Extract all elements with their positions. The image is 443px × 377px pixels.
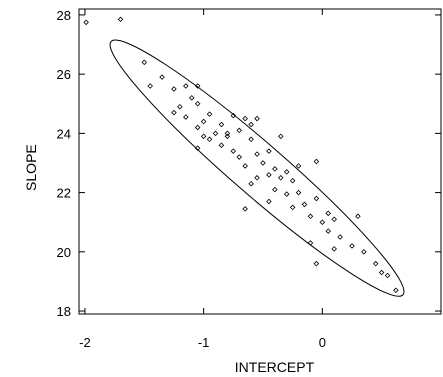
data-point: [230, 148, 237, 154]
data-point: [260, 160, 266, 166]
confidence-ellipse: [109, 39, 405, 297]
y-tick-label: 22: [57, 186, 71, 201]
data-point: [254, 175, 260, 181]
data-point: [212, 130, 219, 137]
data-point: [206, 111, 213, 117]
data-point: [349, 243, 355, 249]
data-point: [254, 115, 260, 122]
data-point: [200, 118, 207, 125]
data-point: [307, 213, 314, 220]
data-point: [236, 154, 242, 160]
data-point: [242, 163, 248, 169]
data-point: [337, 234, 343, 240]
data-point: [141, 59, 148, 66]
y-tick-label: 18: [57, 304, 71, 319]
y-tick-label: 26: [57, 67, 71, 82]
data-point: [147, 83, 153, 89]
x-axis-title: INTERCEPT: [235, 359, 315, 375]
data-point: [272, 166, 278, 172]
data-point: [331, 216, 337, 223]
data-point: [183, 114, 189, 120]
data-point: [384, 272, 391, 279]
data-point: [236, 127, 242, 134]
data-point: [266, 172, 272, 178]
x-tick-label: 0: [319, 335, 326, 350]
data-point: [266, 198, 272, 205]
data-point: [248, 180, 254, 187]
x-tick-label: -2: [79, 335, 91, 350]
data-point: [159, 74, 165, 80]
data-points: [83, 16, 399, 294]
plot-frame: [78, 8, 442, 315]
data-point: [188, 95, 195, 101]
data-point: [378, 269, 385, 276]
data-point: [194, 145, 201, 151]
data-point: [242, 115, 248, 122]
data-point: [283, 169, 290, 175]
data-point: [218, 121, 225, 128]
data-point: [117, 16, 124, 23]
data-point: [278, 133, 284, 140]
data-point: [171, 109, 177, 116]
y-axis-ticks: 18 20 22 24 26 28: [57, 8, 441, 319]
data-point: [355, 213, 361, 220]
data-point: [295, 163, 302, 169]
x-tick-label: -1: [198, 335, 210, 350]
data-point: [313, 260, 320, 267]
data-point: [278, 175, 284, 181]
data-point: [194, 83, 201, 89]
data-point: [301, 201, 308, 208]
data-point: [230, 112, 237, 119]
data-point: [218, 142, 225, 148]
data-point: [272, 186, 278, 193]
data-point: [183, 83, 189, 89]
data-point: [206, 136, 213, 143]
data-point: [200, 133, 207, 140]
data-point: [393, 287, 399, 294]
data-point: [266, 148, 272, 154]
data-point: [372, 260, 379, 267]
data-point: [325, 210, 332, 217]
data-point: [242, 206, 248, 212]
data-point: [83, 19, 89, 26]
data-point: [307, 240, 314, 246]
y-tick-label: 28: [57, 8, 71, 23]
data-point: [177, 103, 183, 110]
data-point: [331, 246, 337, 252]
y-tick-label: 24: [57, 126, 71, 141]
data-point: [289, 204, 296, 211]
data-point: [248, 121, 254, 128]
data-point: [254, 151, 260, 157]
data-point: [171, 86, 177, 92]
plot-area: [78, 8, 442, 315]
y-axis-title: SLOPE: [23, 144, 39, 191]
data-point: [313, 158, 320, 165]
data-point: [224, 130, 231, 137]
data-point: [194, 100, 201, 107]
data-point: [361, 249, 367, 255]
data-point: [319, 219, 326, 225]
data-point: [224, 133, 231, 140]
data-point: [283, 191, 290, 197]
data-point: [248, 136, 254, 143]
data-point: [289, 177, 296, 184]
y-tick-label: 20: [57, 245, 71, 260]
data-point: [313, 195, 320, 202]
data-point: [325, 228, 332, 234]
data-point: [194, 124, 201, 131]
data-point: [295, 189, 302, 196]
